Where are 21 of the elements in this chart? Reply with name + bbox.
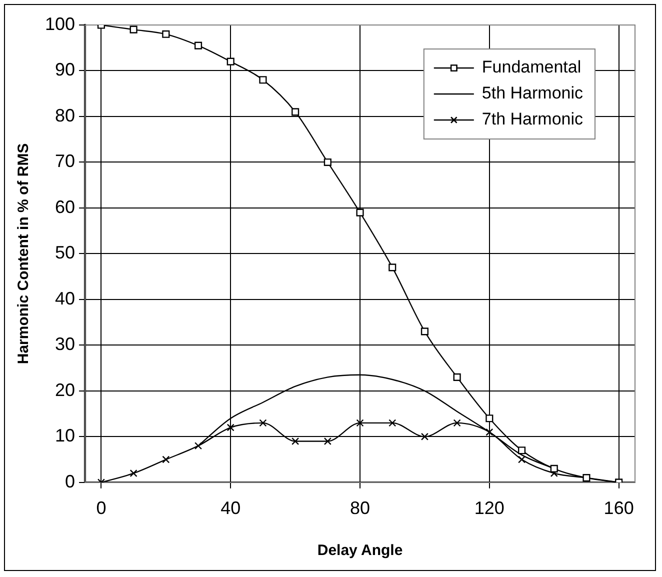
- y-tick-label: 40: [55, 288, 76, 308]
- y-tick-label: 20: [55, 380, 76, 400]
- legend-label: 7th Harmonic: [482, 110, 584, 129]
- x-tick-label: 40: [220, 498, 241, 518]
- x-tick-label: 80: [350, 498, 370, 518]
- legend-label: Fundamental: [482, 58, 582, 77]
- y-tick-label: 10: [55, 426, 76, 446]
- y-tick-label: 50: [55, 242, 76, 263]
- legend-label: 5th Harmonic: [482, 84, 584, 103]
- x-tick-label: 0: [96, 498, 106, 518]
- y-tick-label: 0: [65, 471, 76, 492]
- y-tick-label: 80: [55, 105, 76, 126]
- y-tick-label: 30: [55, 334, 76, 354]
- y-tick-label: 100: [44, 14, 76, 34]
- y-axis-title: Harmonic Content in % of RMS: [15, 143, 32, 364]
- x-tick-label: 120: [474, 498, 504, 518]
- x-axis-title: Delay Angle: [317, 542, 403, 560]
- y-tick-label: 70: [55, 151, 76, 172]
- y-tick-label: 60: [55, 196, 76, 217]
- x-tick-label: 160: [604, 498, 634, 518]
- y-tick-label: 90: [55, 60, 76, 80]
